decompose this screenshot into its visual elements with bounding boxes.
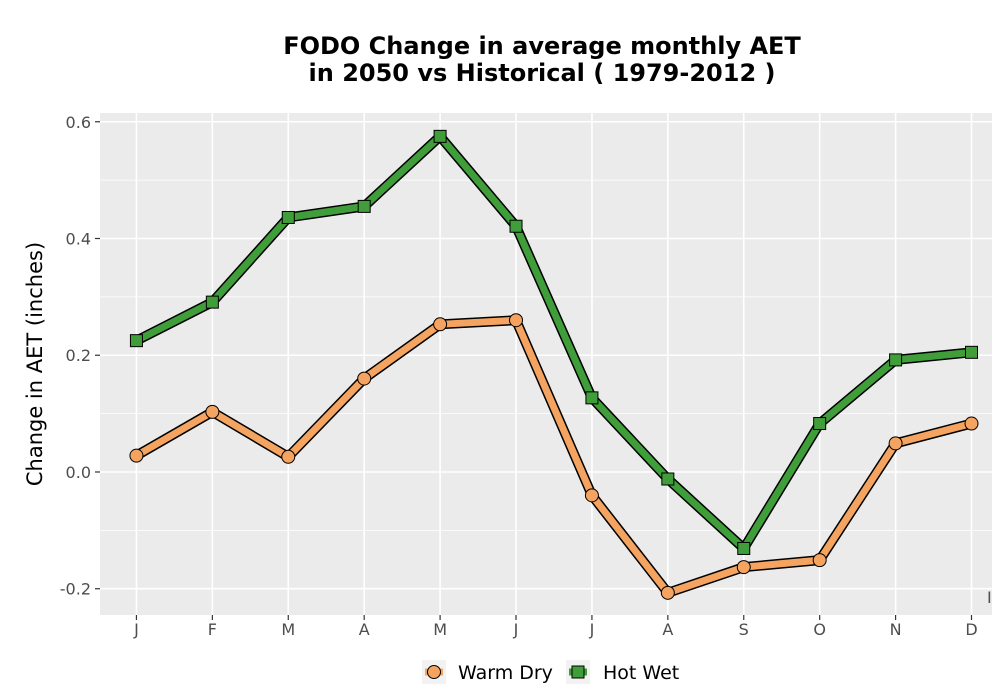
grid-major bbox=[100, 113, 992, 615]
data-point-hot-wet bbox=[661, 472, 675, 486]
x-tick-label: A bbox=[359, 620, 370, 639]
x-tick-label: O bbox=[813, 620, 826, 639]
stray-mark: I bbox=[987, 588, 992, 607]
data-point-hot-wet bbox=[433, 129, 447, 143]
series-line-warm-dry bbox=[132, 316, 975, 597]
y-tick-label: -0.2 bbox=[60, 580, 91, 599]
x-tick-label: D bbox=[965, 620, 977, 639]
data-point-warm-dry bbox=[812, 553, 827, 568]
data-point-hot-wet bbox=[281, 210, 295, 224]
data-point-warm-dry bbox=[205, 404, 220, 419]
data-point-hot-wet bbox=[813, 417, 827, 431]
plot-panel bbox=[100, 113, 992, 615]
x-tick-label: F bbox=[208, 620, 217, 639]
data-point-hot-wet bbox=[889, 353, 903, 367]
legend-label-hot-wet: Hot Wet bbox=[603, 662, 679, 684]
data-point-hot-wet bbox=[205, 295, 219, 309]
series-line-hot-wet bbox=[132, 132, 975, 552]
legend-marker-hot-wet bbox=[571, 665, 585, 679]
legend: Warm Dry Hot Wet bbox=[422, 660, 679, 684]
chart-title-line-1: FODO Change in average monthly AET bbox=[283, 32, 801, 60]
chart-title-line-2: in 2050 vs Historical ( 1979-2012 ) bbox=[309, 59, 776, 87]
x-tick-label: J bbox=[589, 620, 595, 639]
y-tick-label: 0.2 bbox=[66, 346, 91, 365]
data-point-warm-dry bbox=[964, 416, 979, 431]
y-axis-title: Change in AET (inches) bbox=[23, 242, 47, 486]
data-point-warm-dry bbox=[736, 560, 751, 575]
data-point-warm-dry bbox=[433, 317, 448, 332]
x-tick-label: M bbox=[281, 620, 295, 639]
data-point-warm-dry bbox=[509, 313, 524, 328]
x-tick-label: J bbox=[513, 620, 519, 639]
series-layer bbox=[129, 129, 979, 600]
y-tick-label: 0.6 bbox=[66, 113, 91, 132]
x-tick-label: J bbox=[133, 620, 139, 639]
legend-marker-warm-dry bbox=[427, 665, 441, 679]
x-tick-label: S bbox=[739, 620, 749, 639]
data-point-hot-wet bbox=[509, 219, 523, 233]
y-tick-label: 0.0 bbox=[66, 463, 91, 482]
data-point-warm-dry bbox=[129, 448, 144, 463]
data-point-warm-dry bbox=[357, 371, 372, 386]
data-point-warm-dry bbox=[281, 449, 296, 464]
x-tick-label: N bbox=[890, 620, 902, 639]
data-point-warm-dry bbox=[660, 585, 675, 600]
legend-label-warm-dry: Warm Dry bbox=[458, 662, 553, 684]
x-tick-label: A bbox=[662, 620, 673, 639]
x-tick-label: M bbox=[433, 620, 447, 639]
data-point-hot-wet bbox=[357, 199, 371, 213]
data-point-hot-wet bbox=[965, 345, 979, 359]
y-axis-ticks: -0.2 0.0 0.2 0.4 0.6 bbox=[60, 113, 100, 599]
y-tick-label: 0.4 bbox=[66, 230, 91, 249]
data-point-hot-wet bbox=[585, 391, 599, 405]
data-point-hot-wet bbox=[737, 541, 751, 555]
data-point-warm-dry bbox=[584, 488, 599, 503]
data-point-warm-dry bbox=[888, 436, 903, 451]
data-point-hot-wet bbox=[129, 334, 143, 348]
